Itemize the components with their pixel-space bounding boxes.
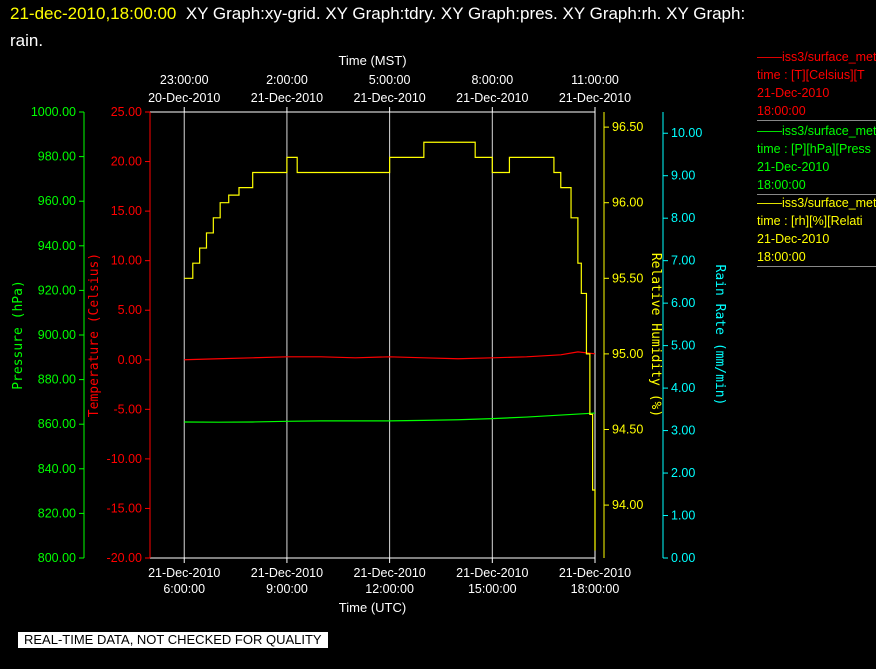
temperature-tick-label: 25.00: [111, 105, 142, 119]
legend-divider: [757, 194, 876, 195]
rain-tick-label: 6.00: [671, 296, 695, 310]
x-tick-time: 12:00:00: [365, 582, 414, 596]
legend-pressure-line4: 18:00:00: [757, 178, 806, 192]
legend-humidity-line1: iss3/surface_met: [782, 196, 876, 210]
x-top-tick-date: 21-Dec-2010: [251, 91, 323, 105]
rain-tick-label: 2.00: [671, 466, 695, 480]
graph-header: 21-dec-2010,18:00:00 XY Graph:xy-grid. X…: [10, 4, 745, 24]
legend-divider: [757, 266, 876, 267]
legend-temperature-line4: 18:00:00: [757, 104, 806, 118]
temperature-tick-label: -5.00: [114, 402, 143, 416]
temperature-axis-label: Temperature (Celsius): [87, 253, 102, 417]
x-top-axis-label: Time (MST): [338, 53, 406, 68]
humidity-tick-label: 94.00: [612, 498, 643, 512]
legend-humidity-line4: 18:00:00: [757, 250, 806, 264]
header-graph-names-cont: rain.: [10, 31, 44, 50]
rain-tick-label: 4.00: [671, 381, 695, 395]
legend-temperature-line2: time : [T][Celsius][T: [757, 68, 865, 82]
temperature-tick-label: -10.00: [107, 452, 142, 466]
x-top-tick-time: 23:00:00: [160, 73, 209, 87]
temperature-tick-label: 15.00: [111, 204, 142, 218]
x-tick-time: 18:00:00: [571, 582, 620, 596]
x-tick-date: 21-Dec-2010: [456, 566, 528, 580]
humidity-tick-label: 95.50: [612, 271, 643, 285]
temperature-tick-label: -20.00: [107, 551, 142, 565]
x-top-tick-time: 2:00:00: [266, 73, 308, 87]
header-timestamp: 21-dec-2010,18:00:00: [10, 4, 177, 23]
legend-pressure-line3: 21-Dec-2010: [757, 160, 830, 174]
series-line-pressure: [184, 412, 596, 423]
legend-pressure-line1: iss3/surface_met: [782, 124, 876, 138]
header-graph-names: XY Graph:xy-grid. XY Graph:tdry. XY Grap…: [185, 4, 746, 23]
series-line-temperature: [184, 351, 596, 361]
temperature-tick-label: 10.00: [111, 254, 142, 268]
x-top-tick-time: 5:00:00: [369, 73, 411, 87]
pressure-tick-label: 980.00: [38, 150, 76, 164]
rain-tick-label: 8.00: [671, 211, 695, 225]
humidity-tick-label: 96.50: [612, 120, 643, 134]
rain-tick-label: 9.00: [671, 169, 695, 183]
rain-tick-label: 10.00: [671, 126, 702, 140]
humidity-tick-label: 94.50: [612, 422, 643, 436]
pressure-tick-label: 920.00: [38, 283, 76, 297]
legend-temperature-line3: 21-Dec-2010: [757, 86, 830, 100]
pressure-tick-label: 940.00: [38, 239, 76, 253]
legend-humidity-line2: time : [rh][%][Relati: [757, 214, 863, 228]
rain-tick-label: 3.00: [671, 424, 695, 438]
legend-divider: [757, 120, 876, 121]
x-tick-date: 21-Dec-2010: [148, 566, 220, 580]
pressure-tick-label: 860.00: [38, 417, 76, 431]
legend-temperature-line1: iss3/surface_met: [782, 50, 876, 64]
x-top-tick-date: 20-Dec-2010: [148, 91, 220, 105]
legend-item-humidity: ——iss3/surface_met time : [rh][%][Relati…: [757, 194, 876, 267]
x-tick-time: 9:00:00: [266, 582, 308, 596]
humidity-tick-label: 95.00: [612, 347, 643, 361]
x-tick-date: 21-Dec-2010: [559, 566, 631, 580]
legend-item-pressure: ——iss3/surface_met time : [P][hPa][Press…: [757, 122, 876, 195]
x-tick-date: 21-Dec-2010: [353, 566, 425, 580]
pressure-tick-label: 880.00: [38, 373, 76, 387]
legend-item-temperature: ——iss3/surface_met time : [T][Celsius][T…: [757, 48, 876, 121]
series-line-humidity: [184, 141, 596, 551]
pressure-tick-label: 800.00: [38, 551, 76, 565]
x-axis-label: Time (UTC): [339, 600, 406, 615]
x-tick-time: 6:00:00: [163, 582, 205, 596]
legend-pressure-line2: time : [P][hPa][Press: [757, 142, 871, 156]
plot-frame: [149, 111, 596, 559]
x-tick-time: 15:00:00: [468, 582, 517, 596]
temperature-tick-label: 0.00: [118, 353, 142, 367]
temperature-tick-label: -15.00: [107, 501, 142, 515]
rain-tick-label: 0.00: [671, 551, 695, 565]
pressure-tick-label: 960.00: [38, 194, 76, 208]
humidity-axis-label: Relative Humidity (%): [648, 253, 663, 417]
x-top-tick-date: 21-Dec-2010: [353, 91, 425, 105]
rain-tick-label: 7.00: [671, 254, 695, 268]
rain-tick-label: 5.00: [671, 339, 695, 353]
humidity-tick-label: 96.00: [612, 196, 643, 210]
pressure-tick-label: 1000.00: [31, 105, 76, 119]
pressure-tick-label: 900.00: [38, 328, 76, 342]
pressure-axis-label: Pressure (hPa): [11, 280, 26, 390]
pressure-tick-label: 820.00: [38, 506, 76, 520]
x-top-tick-date: 21-Dec-2010: [559, 91, 631, 105]
x-tick-date: 21-Dec-2010: [251, 566, 323, 580]
quality-warning: REAL-TIME DATA, NOT CHECKED FOR QUALITY: [18, 632, 328, 648]
temperature-tick-label: 20.00: [111, 155, 142, 169]
rain-tick-label: 1.00: [671, 509, 695, 523]
temperature-tick-label: 5.00: [118, 303, 142, 317]
rain-axis-label: Rain Rate (mm/min): [712, 265, 727, 406]
legend-humidity-line3: 21-Dec-2010: [757, 232, 830, 246]
pressure-tick-label: 840.00: [38, 462, 76, 476]
x-top-tick-time: 11:00:00: [571, 73, 619, 87]
x-top-tick-time: 8:00:00: [471, 73, 513, 87]
x-top-tick-date: 21-Dec-2010: [456, 91, 528, 105]
